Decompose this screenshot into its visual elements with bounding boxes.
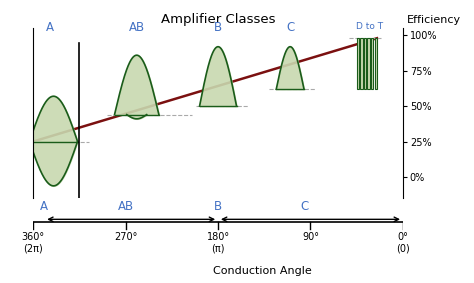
- Text: B: B: [214, 200, 222, 213]
- Text: D to T: D to T: [356, 22, 383, 31]
- Text: 0°
(0): 0° (0): [396, 232, 410, 254]
- Bar: [356, 38, 359, 89]
- Text: AB: AB: [128, 21, 145, 34]
- Text: B: B: [214, 21, 222, 34]
- Text: Conduction Angle: Conduction Angle: [213, 266, 312, 276]
- Text: AB: AB: [118, 200, 134, 213]
- Text: A: A: [46, 21, 54, 34]
- Text: C: C: [286, 21, 294, 34]
- Text: 270°: 270°: [114, 232, 137, 242]
- Y-axis label: Efficiency: Efficiency: [407, 15, 461, 25]
- Text: A: A: [40, 200, 48, 213]
- Text: 360°
(2π): 360° (2π): [22, 232, 45, 254]
- Text: 180°
(π): 180° (π): [207, 232, 229, 254]
- Bar: [360, 38, 363, 89]
- Bar: [371, 38, 374, 89]
- Bar: [364, 38, 366, 89]
- Text: C: C: [301, 200, 309, 213]
- Text: 90°: 90°: [302, 232, 319, 242]
- Bar: [374, 38, 377, 89]
- Title: Amplifier Classes: Amplifier Classes: [161, 13, 275, 26]
- Bar: [367, 38, 370, 89]
